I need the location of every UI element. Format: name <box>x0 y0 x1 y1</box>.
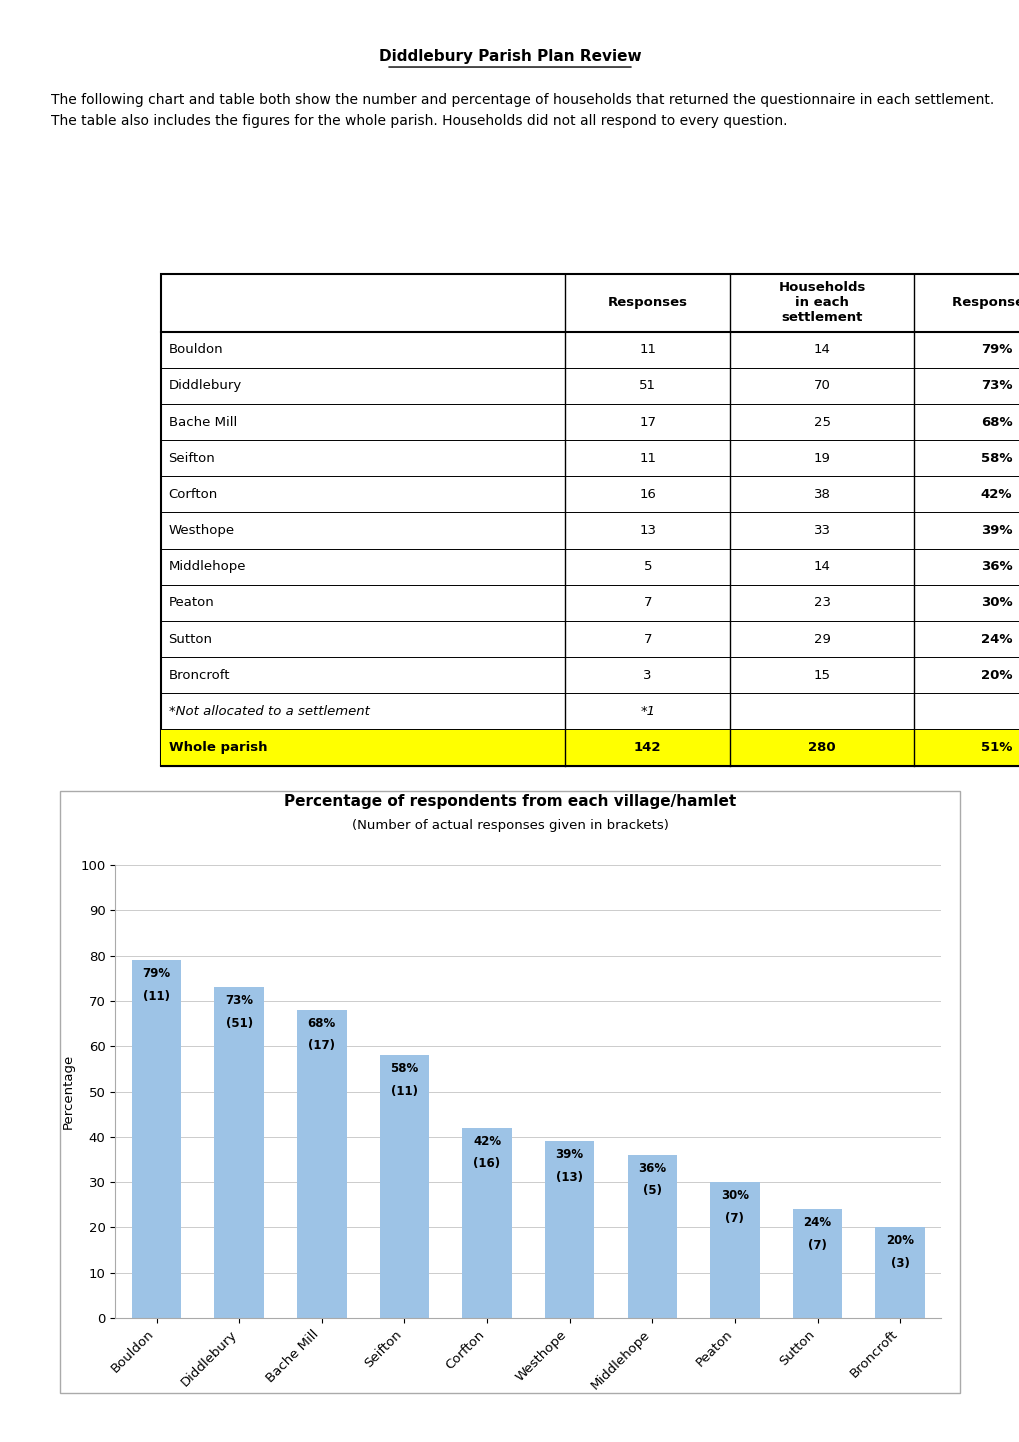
Text: 29: 29 <box>813 633 829 646</box>
Text: 11: 11 <box>639 343 655 356</box>
Text: (Number of actual responses given in brackets): (Number of actual responses given in bra… <box>352 819 667 832</box>
Text: 68%: 68% <box>979 415 1012 428</box>
Text: 280: 280 <box>807 741 836 754</box>
Text: 11: 11 <box>639 451 655 464</box>
Text: Households
in each
settlement: Households in each settlement <box>777 281 865 324</box>
Text: 70: 70 <box>813 379 829 392</box>
Text: Seifton: Seifton <box>168 451 215 464</box>
Text: Response %: Response % <box>951 296 1019 309</box>
Text: 79%: 79% <box>980 343 1011 356</box>
Text: 25: 25 <box>813 415 829 428</box>
Text: 5: 5 <box>643 561 651 574</box>
Text: 51%: 51% <box>980 741 1011 754</box>
Text: Westhope: Westhope <box>168 523 234 536</box>
Text: 3: 3 <box>643 669 651 682</box>
Text: Corfton: Corfton <box>168 487 217 500</box>
Text: Bouldon: Bouldon <box>168 343 223 356</box>
Text: 7: 7 <box>643 597 651 610</box>
Text: 19: 19 <box>813 451 829 464</box>
Text: Responses: Responses <box>607 296 687 309</box>
Text: Percentage of respondents from each village/hamlet: Percentage of respondents from each vill… <box>283 793 736 809</box>
Text: *1: *1 <box>640 705 654 718</box>
Text: The following chart and table both show the number and percentage of households : The following chart and table both show … <box>51 92 994 128</box>
Text: Sutton: Sutton <box>168 633 212 646</box>
Text: 17: 17 <box>639 415 655 428</box>
Text: *Not allocated to a settlement: *Not allocated to a settlement <box>168 705 369 718</box>
Text: 39%: 39% <box>980 523 1011 536</box>
Text: 73%: 73% <box>980 379 1011 392</box>
Text: 58%: 58% <box>980 451 1011 464</box>
Text: 15: 15 <box>813 669 829 682</box>
Text: Diddlebury Parish Plan Review: Diddlebury Parish Plan Review <box>378 49 641 65</box>
Text: 33: 33 <box>813 523 829 536</box>
Text: 24%: 24% <box>980 633 1011 646</box>
Text: Whole parish: Whole parish <box>168 741 267 754</box>
Text: 36%: 36% <box>979 561 1012 574</box>
Text: 20%: 20% <box>980 669 1011 682</box>
Text: Broncroft: Broncroft <box>168 669 229 682</box>
Text: 16: 16 <box>639 487 655 500</box>
Text: Diddlebury: Diddlebury <box>168 379 242 392</box>
Text: 14: 14 <box>813 561 829 574</box>
Text: 142: 142 <box>634 741 660 754</box>
Text: Middlehope: Middlehope <box>168 561 246 574</box>
Text: 23: 23 <box>813 597 829 610</box>
Text: 42%: 42% <box>980 487 1011 500</box>
Text: 38: 38 <box>813 487 829 500</box>
Text: Peaton: Peaton <box>168 597 214 610</box>
Text: 30%: 30% <box>979 597 1012 610</box>
Text: Bache Mill: Bache Mill <box>168 415 236 428</box>
Text: 7: 7 <box>643 633 651 646</box>
Text: 51: 51 <box>639 379 655 392</box>
Bar <box>161 730 1019 766</box>
Text: 13: 13 <box>639 523 655 536</box>
Text: 14: 14 <box>813 343 829 356</box>
